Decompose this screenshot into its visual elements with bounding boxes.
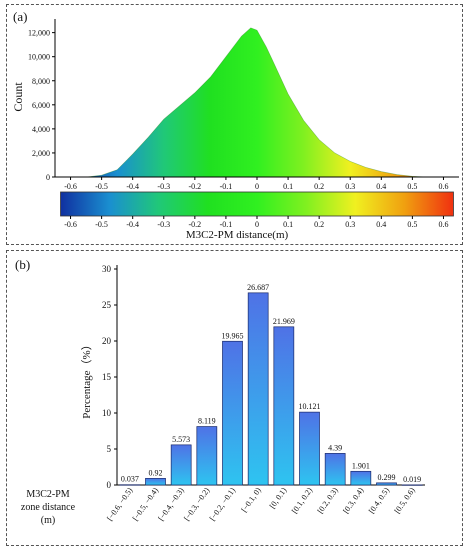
bar-value-label: 4.39 xyxy=(328,443,342,452)
bar-value-label: 1.901 xyxy=(352,461,370,470)
x-tick-label-b: [0.3, 0.4) xyxy=(341,486,365,515)
bar-value-label: 21.969 xyxy=(273,317,295,326)
x-tick-label-b: [0.2, 0.3) xyxy=(316,486,340,515)
bar-value-label: 0.299 xyxy=(378,473,396,482)
y-tick-label-a: 12,000 xyxy=(28,29,50,38)
x-tick-label-b: [0.4, 0.5) xyxy=(367,486,391,515)
y-tick-label-a: 4,000 xyxy=(32,125,50,134)
y-tick-label-a: 0 xyxy=(46,173,50,182)
x-tick-label-a: 0.4 xyxy=(376,182,386,191)
colorbar-tick-label: -0.3 xyxy=(157,220,170,229)
x-tick-label-b: [0.1, 0.2) xyxy=(290,486,314,515)
x-tick-label-a: -0.2 xyxy=(189,182,202,191)
bar xyxy=(401,484,423,486)
panel-label-b: (b) xyxy=(15,257,30,272)
bar-value-label: 0.92 xyxy=(149,468,163,477)
colorbar-tick-label: -0.6 xyxy=(64,220,77,229)
x-tick-label-a: 0 xyxy=(255,182,259,191)
y-tick-label-a: 8,000 xyxy=(32,77,50,86)
bar xyxy=(247,292,269,486)
colorbar-tick-label: -0.4 xyxy=(126,220,139,229)
colorbar-tick-label: 0.5 xyxy=(407,220,417,229)
bar-value-label: 26.687 xyxy=(247,283,269,292)
bar xyxy=(376,482,397,486)
colorbar-label: M3C2-PM distance(m) xyxy=(186,229,289,241)
x-tick-label-b: [−0.2, −0.1) xyxy=(208,486,238,523)
x-tick-label-b: [0.5, 0.6) xyxy=(393,486,417,515)
x-axis-label-line-2: zone distance xyxy=(21,502,76,513)
bar xyxy=(324,453,346,486)
y-axis-label-a: Count xyxy=(11,82,25,112)
bar-panel: (b) Percentage（%） M3C2-PM zone distance … xyxy=(6,250,463,546)
x-tick-label-a: 0.3 xyxy=(345,182,355,191)
bar xyxy=(222,340,243,486)
y-tick-label-b: 20 xyxy=(102,336,112,346)
x-tick-label-a: -0.1 xyxy=(220,182,233,191)
colorbar xyxy=(60,191,454,217)
y-tick-label-b: 5 xyxy=(107,444,112,454)
x-tick-label-a: -0.4 xyxy=(126,182,139,191)
y-tick-label-b: 10 xyxy=(102,408,112,418)
y-tick-label-b: 25 xyxy=(102,300,112,310)
colorbar-tick-label: -0.2 xyxy=(189,220,202,229)
bar-value-label: 8.119 xyxy=(198,417,216,426)
colorbar-tick-label: -0.1 xyxy=(220,220,233,229)
y-tick-label-a: 10,000 xyxy=(28,53,50,62)
histogram-fill xyxy=(86,27,428,177)
x-tick-label-a: -0.3 xyxy=(157,182,170,191)
colorbar-tick-label: 0.4 xyxy=(376,220,386,229)
bar xyxy=(196,426,218,486)
bar-value-label: 10.121 xyxy=(299,402,321,411)
histogram-panel: (a) Count M3C2-PM distance(m) 0 2,000 4,00… xyxy=(6,4,463,245)
x-tick-label-a: 0.2 xyxy=(314,182,324,191)
bar-chart: (b) Percentage（%） M3C2-PM zone distance … xyxy=(15,257,425,526)
x-axis-label-line-1: M3C2-PM xyxy=(26,489,69,500)
x-tick-label-a: -0.6 xyxy=(64,182,77,191)
y-axis-label-b: Percentage（%） xyxy=(80,339,93,418)
x-tick-label-b: [−0.1, 0) xyxy=(239,486,263,514)
histogram-chart: (a) Count M3C2-PM distance(m) 0 2,000 4,00… xyxy=(11,9,459,241)
x-tick-label-a: 0.6 xyxy=(438,182,448,191)
bar xyxy=(350,470,372,486)
colorbar-tick-label: 0 xyxy=(255,220,259,229)
colorbar-tick-label: 0.6 xyxy=(438,220,448,229)
colorbar-tick-label: 0.1 xyxy=(283,220,293,229)
y-tick-label-b: 15 xyxy=(102,372,112,382)
bar-value-label: 5.573 xyxy=(172,435,190,444)
x-tick-label-a: 0.1 xyxy=(283,182,293,191)
histogram-outline xyxy=(86,27,428,178)
y-tick-label-b: 30 xyxy=(102,264,112,274)
panel-label-a: (a) xyxy=(13,9,27,24)
bar-value-label: 0.037 xyxy=(121,475,139,484)
bar xyxy=(273,326,295,486)
bar-value-label: 0.019 xyxy=(403,475,421,484)
x-tick-label-a: -0.5 xyxy=(95,182,108,191)
y-tick-label-a: 2,000 xyxy=(32,149,50,158)
y-tick-label-b: 0 xyxy=(107,480,112,490)
bar-value-label: 19.965 xyxy=(222,331,244,340)
y-tick-label-a: 6,000 xyxy=(32,101,50,110)
x-tick-label-b: [0, 0.1) xyxy=(268,486,289,511)
bar xyxy=(299,411,320,486)
colorbar-tick-label: 0.3 xyxy=(345,220,355,229)
bar xyxy=(119,484,141,486)
colorbar-tick-label: 0.2 xyxy=(314,220,324,229)
bar xyxy=(170,444,192,486)
x-axis-label-line-3: (m) xyxy=(41,515,55,526)
colorbar-tick-label: -0.5 xyxy=(95,220,108,229)
x-tick-label-a: 0.5 xyxy=(407,182,417,191)
bar xyxy=(145,478,166,486)
